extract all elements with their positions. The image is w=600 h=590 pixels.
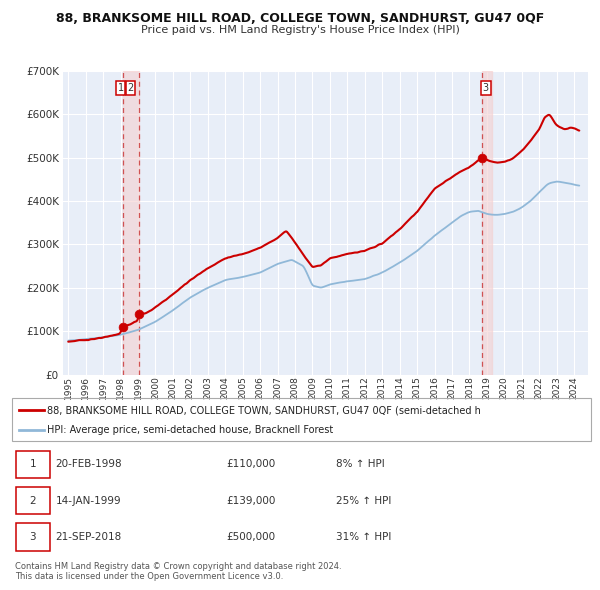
Text: Contains HM Land Registry data © Crown copyright and database right 2024.: Contains HM Land Registry data © Crown c… (15, 562, 341, 571)
Point (134, 310, 143, 319)
Text: 3: 3 (483, 83, 489, 93)
Text: £139,000: £139,000 (226, 496, 275, 506)
Text: £500,000: £500,000 (226, 532, 275, 542)
FancyBboxPatch shape (16, 523, 50, 550)
Point (118, 322, 127, 332)
Text: 2: 2 (29, 496, 36, 506)
Text: 21-SEP-2018: 21-SEP-2018 (55, 532, 122, 542)
FancyBboxPatch shape (16, 451, 50, 478)
Text: 25% ↑ HPI: 25% ↑ HPI (336, 496, 392, 506)
Text: 1: 1 (118, 83, 124, 93)
FancyBboxPatch shape (16, 487, 50, 514)
Text: £110,000: £110,000 (226, 459, 275, 469)
Bar (122, 71, 139, 375)
Text: 14-JAN-1999: 14-JAN-1999 (55, 496, 121, 506)
Text: 2: 2 (127, 83, 134, 93)
Text: This data is licensed under the Open Government Licence v3.0.: This data is licensed under the Open Gov… (15, 572, 283, 581)
Text: 88, BRANKSOME HILL ROAD, COLLEGE TOWN, SANDHURST, GU47 0QF: 88, BRANKSOME HILL ROAD, COLLEGE TOWN, S… (56, 12, 544, 25)
Text: 88, BRANKSOME HILL ROAD, COLLEGE TOWN, SANDHURST, GU47 0QF (semi-detached h: 88, BRANKSOME HILL ROAD, COLLEGE TOWN, S… (47, 405, 481, 415)
Text: 3: 3 (29, 532, 36, 542)
Text: 31% ↑ HPI: 31% ↑ HPI (336, 532, 392, 542)
Text: Price paid vs. HM Land Registry's House Price Index (HPI): Price paid vs. HM Land Registry's House … (140, 25, 460, 35)
Bar (482, 71, 491, 375)
Text: 8% ↑ HPI: 8% ↑ HPI (336, 459, 385, 469)
Text: HPI: Average price, semi-detached house, Bracknell Forest: HPI: Average price, semi-detached house,… (47, 425, 333, 435)
Text: 20-FEB-1998: 20-FEB-1998 (55, 459, 122, 469)
Text: 1: 1 (29, 459, 36, 469)
Point (477, 153, 487, 162)
